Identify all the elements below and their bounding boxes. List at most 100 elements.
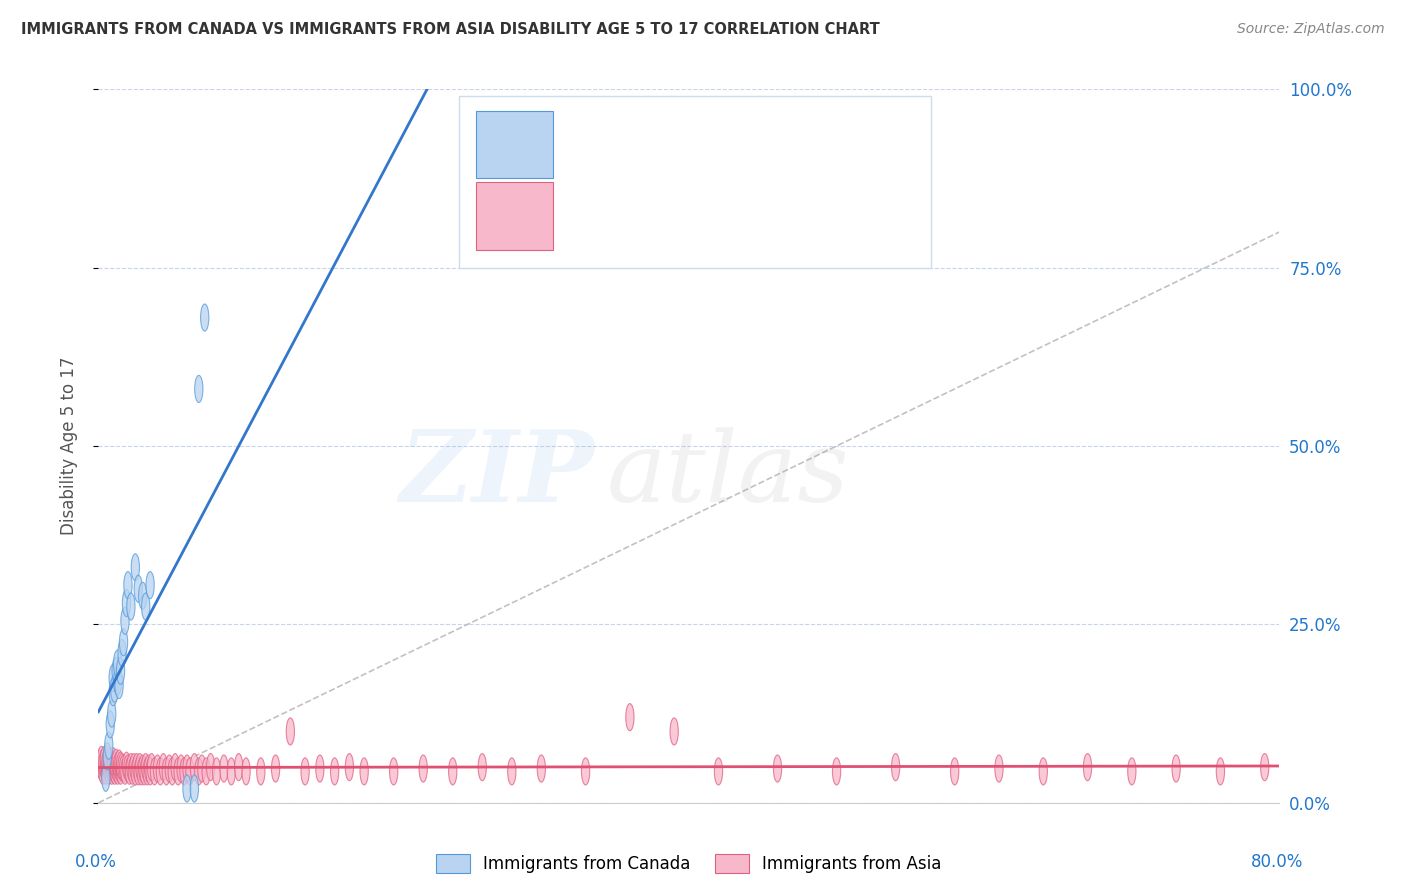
Ellipse shape [143,758,152,785]
Ellipse shape [97,754,105,780]
Ellipse shape [316,755,323,782]
Ellipse shape [118,754,127,780]
Ellipse shape [1216,758,1225,785]
Ellipse shape [110,679,117,706]
Ellipse shape [212,758,221,785]
Ellipse shape [537,755,546,782]
Ellipse shape [127,754,135,780]
Ellipse shape [186,758,194,785]
Ellipse shape [202,758,211,785]
FancyBboxPatch shape [477,182,553,250]
Ellipse shape [219,755,228,782]
Ellipse shape [98,750,107,777]
Ellipse shape [389,758,398,785]
Ellipse shape [891,754,900,780]
FancyBboxPatch shape [477,111,553,178]
Text: R = -0.369: R = -0.369 [560,211,645,225]
Ellipse shape [114,650,122,677]
Ellipse shape [165,755,173,782]
Ellipse shape [104,732,112,759]
Ellipse shape [127,593,135,620]
Ellipse shape [112,755,121,782]
Ellipse shape [104,757,112,784]
Text: IMMIGRANTS FROM CANADA VS IMMIGRANTS FROM ASIA DISABILITY AGE 5 TO 17 CORRELATIO: IMMIGRANTS FROM CANADA VS IMMIGRANTS FRO… [21,22,880,37]
Ellipse shape [135,754,143,780]
Ellipse shape [228,758,235,785]
Ellipse shape [773,755,782,782]
Ellipse shape [159,754,167,780]
Ellipse shape [146,572,155,599]
Ellipse shape [832,758,841,785]
Ellipse shape [115,750,124,777]
Ellipse shape [111,675,118,702]
Ellipse shape [142,754,150,780]
Ellipse shape [626,704,634,731]
Ellipse shape [105,747,114,775]
Ellipse shape [671,718,678,745]
Ellipse shape [478,754,486,780]
Ellipse shape [118,640,127,666]
Ellipse shape [134,758,142,785]
Ellipse shape [108,750,115,777]
Ellipse shape [1128,758,1136,785]
Ellipse shape [134,575,142,602]
Ellipse shape [97,747,105,773]
Ellipse shape [169,758,176,785]
Ellipse shape [207,754,215,780]
Ellipse shape [172,754,180,780]
Ellipse shape [346,754,353,780]
Ellipse shape [198,755,205,782]
Ellipse shape [142,593,150,620]
Ellipse shape [96,750,104,777]
Ellipse shape [174,758,183,785]
Ellipse shape [242,758,250,785]
Ellipse shape [1084,754,1091,780]
Ellipse shape [1039,758,1047,785]
Ellipse shape [111,757,118,784]
Text: Source: ZipAtlas.com: Source: ZipAtlas.com [1237,22,1385,37]
Ellipse shape [271,755,280,782]
Ellipse shape [950,758,959,785]
Ellipse shape [194,376,202,402]
Text: atlas: atlas [606,427,849,522]
Ellipse shape [301,758,309,785]
Ellipse shape [508,758,516,785]
Ellipse shape [132,754,141,780]
Ellipse shape [180,758,188,785]
Ellipse shape [110,755,117,782]
Ellipse shape [139,755,146,782]
Ellipse shape [131,554,139,581]
Legend: Immigrants from Canada, Immigrants from Asia: Immigrants from Canada, Immigrants from … [430,847,948,880]
Text: 80.0%: 80.0% [1251,853,1303,871]
Ellipse shape [114,668,122,695]
Ellipse shape [112,749,121,776]
Ellipse shape [183,775,191,802]
Text: 0.0%: 0.0% [75,853,117,871]
Ellipse shape [995,755,1002,782]
Ellipse shape [101,757,110,784]
FancyBboxPatch shape [458,96,931,268]
Ellipse shape [194,758,202,785]
Ellipse shape [124,572,132,599]
Ellipse shape [148,754,156,780]
Ellipse shape [1261,754,1268,780]
Ellipse shape [103,743,111,770]
Ellipse shape [145,755,153,782]
Ellipse shape [110,747,117,775]
Ellipse shape [122,752,131,780]
Ellipse shape [121,757,129,784]
Ellipse shape [120,629,128,656]
Ellipse shape [449,758,457,785]
Ellipse shape [129,754,138,780]
Ellipse shape [120,755,128,782]
Ellipse shape [124,755,132,782]
Ellipse shape [117,657,125,684]
Ellipse shape [112,657,121,684]
Ellipse shape [98,757,107,784]
Ellipse shape [103,747,111,773]
Text: 28: 28 [813,143,835,157]
Ellipse shape [257,758,264,785]
Ellipse shape [104,750,112,777]
Ellipse shape [1173,755,1180,782]
Ellipse shape [105,754,114,780]
